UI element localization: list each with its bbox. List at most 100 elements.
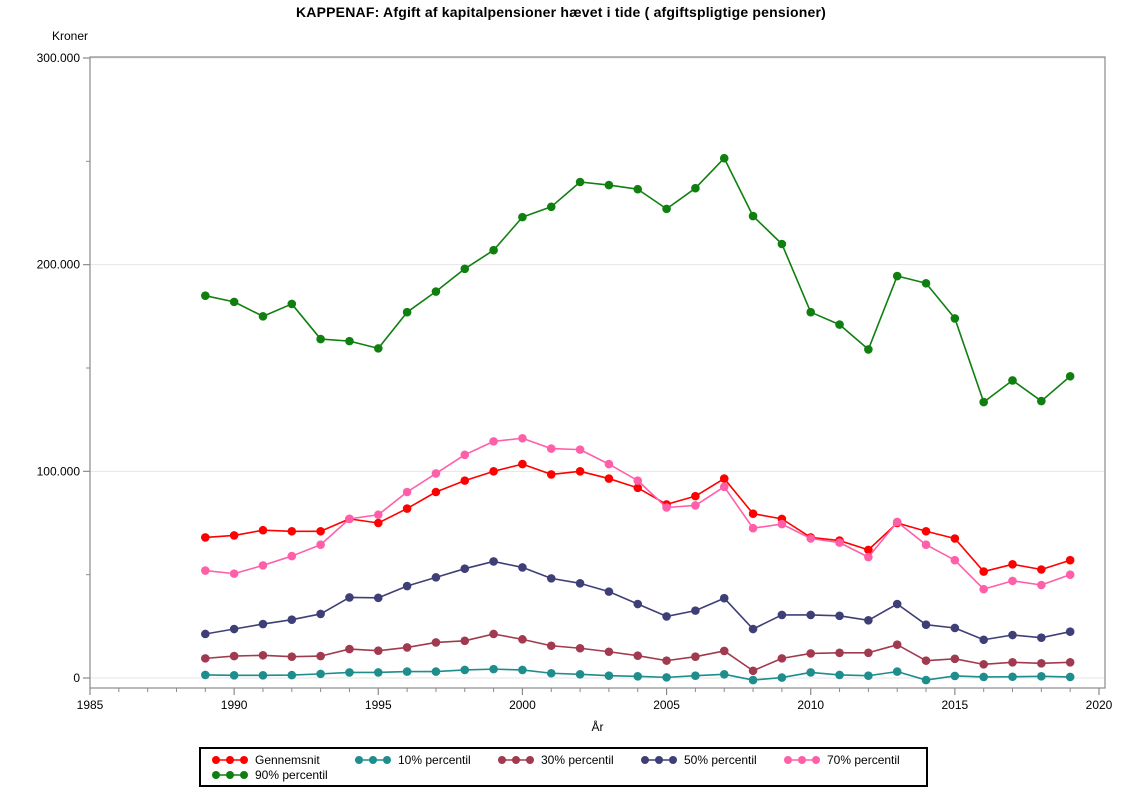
data-point [719,669,729,679]
data-point [864,648,873,658]
data-point [546,202,556,212]
data-point [258,650,268,660]
data-point [431,667,441,676]
data-point [662,503,671,512]
data-point [201,533,210,542]
legend-item-90-percentil: 90% percentil [211,767,354,782]
data-point [691,652,700,662]
data-point [719,482,729,492]
data-point [691,671,700,681]
data-point [604,180,614,190]
data-point [489,629,498,639]
data-point [835,670,844,680]
x-tick-label: 2010 [797,698,824,712]
legend-label: Gennemsnit [255,752,320,767]
data-point [806,649,816,658]
data-point [546,470,556,479]
data-point [373,510,383,520]
data-point [921,278,931,288]
data-point [316,651,325,661]
data-point [518,635,527,644]
data-point [575,643,585,653]
x-tick-label: 2000 [509,698,536,712]
data-point [489,664,498,674]
data-point [316,540,325,549]
data-point [287,299,297,309]
y-tick-label: 300.000 [37,51,81,65]
data-point [777,610,787,620]
data-point [950,555,960,565]
data-point [950,534,960,543]
data-point [662,656,671,665]
series-line-70-percentil [205,437,1071,590]
data-point [489,437,498,446]
data-point [777,673,787,682]
data-point [1065,570,1075,579]
data-point [604,671,614,681]
data-point [287,615,297,625]
data-point [431,638,441,647]
data-point [1037,672,1046,681]
data-point [1065,555,1075,565]
y-axis-label: Kroner [51,29,88,43]
50-percentil-legend-marker-icon [641,755,677,764]
x-tick-label: 1990 [221,698,248,712]
data-point [835,538,844,547]
data-point [719,474,729,483]
data-point [979,397,988,407]
data-point [575,669,585,679]
data-point [604,474,614,483]
data-point [691,606,700,615]
data-point [229,531,239,540]
data-point [373,344,383,353]
data-point [950,623,960,633]
data-point [1065,371,1075,381]
data-point [460,564,470,573]
data-point [287,551,297,561]
plot-frame [89,56,1106,689]
data-point [748,211,758,221]
data-point [431,487,441,497]
data-point [864,671,873,681]
x-tick-label: 2015 [942,698,969,712]
data-point [864,616,873,625]
data-point [258,525,268,535]
data-point [287,652,297,662]
data-point [806,610,816,620]
data-point [431,287,441,296]
data-point [892,640,902,650]
data-point [402,667,412,676]
y-tick-label: 0 [73,671,80,685]
data-point [402,581,412,591]
x-axis-label: År [591,720,604,734]
data-point [575,445,585,454]
data-point [518,665,527,675]
data-point [662,673,671,682]
data-point [806,668,816,677]
data-point [402,643,412,652]
data-point [921,540,931,549]
data-point [691,183,700,193]
data-point [979,635,988,645]
y-tick-label: 200.000 [37,258,81,272]
data-point [229,569,239,578]
data-point [719,646,729,656]
data-point [489,245,498,255]
data-point [402,307,412,317]
legend-item-70-percentil: 70% percentil [783,752,926,767]
data-point [518,433,527,443]
data-point [258,561,268,570]
legend-label: 70% percentil [827,752,900,767]
data-point [345,644,354,654]
data-point [835,320,844,329]
data-point [892,517,902,527]
data-point [662,204,671,214]
data-point [575,467,585,476]
data-point [921,656,931,665]
data-point [979,567,988,576]
10-percentil-legend-marker-icon [355,755,391,764]
data-point [950,314,960,323]
data-point [345,514,354,524]
data-point [287,670,297,680]
